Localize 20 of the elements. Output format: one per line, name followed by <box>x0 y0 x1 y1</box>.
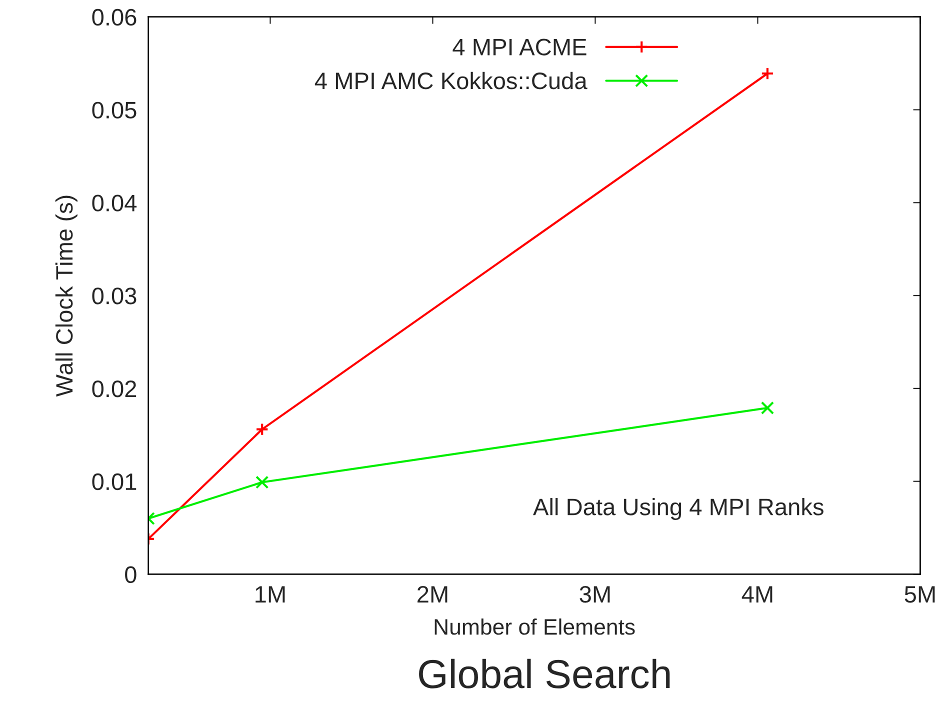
x-tick-label: 4M <box>742 586 772 602</box>
y-axis-title: Wall Clock Time (s) <box>55 196 78 397</box>
y-tick-label: 0.05 <box>92 102 136 119</box>
legend-label: 4 MPI ACME <box>452 38 586 56</box>
x-axis-title: Number of Elements <box>434 618 635 635</box>
y-tick-label: 0.01 <box>92 473 136 490</box>
y-tick-label: 0.03 <box>92 288 136 304</box>
x-tick-label: 5M <box>904 586 935 603</box>
point <box>760 401 774 415</box>
x-tick-label: 3M <box>580 586 610 603</box>
x-tick-label: 2M <box>418 586 448 602</box>
legend-label: 4 MPI AMC Kokkos::Cuda <box>314 72 588 90</box>
y-tick-label: 0.04 <box>92 194 137 212</box>
x-tick-label: 1M <box>256 586 285 602</box>
y-tick-label: 0.06 <box>92 8 136 26</box>
point <box>760 66 774 80</box>
y-tick-label: 0.02 <box>92 380 136 398</box>
y-tick-label: 0 <box>125 566 136 584</box>
annotation: All Data Using 4 MPI Ranks <box>533 498 824 520</box>
text: Global Search <box>419 658 670 688</box>
